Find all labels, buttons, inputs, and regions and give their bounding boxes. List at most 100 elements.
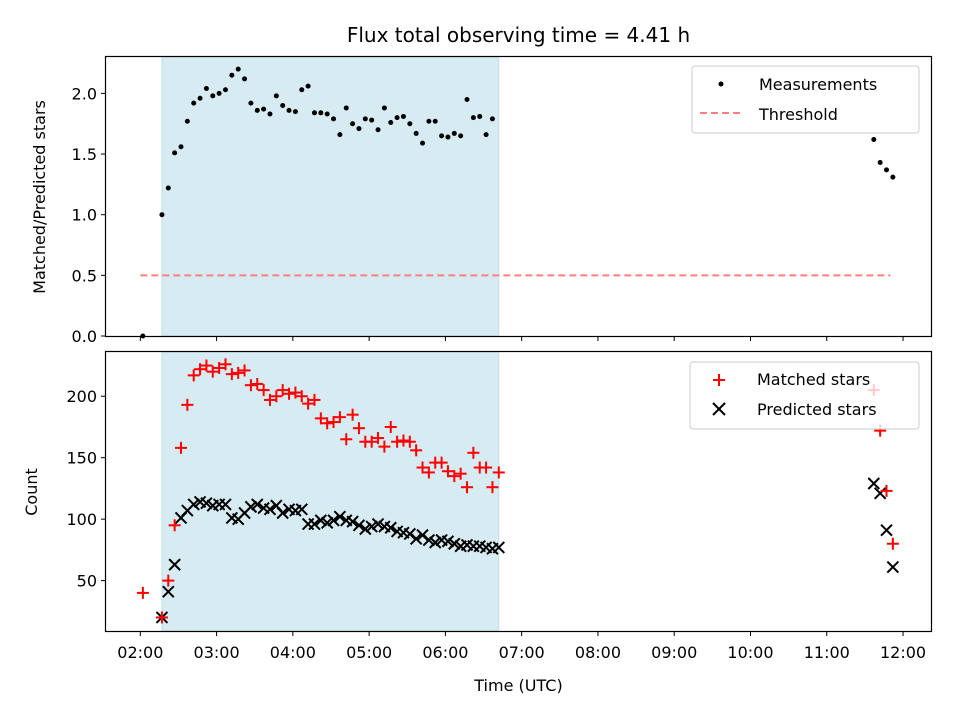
top-y-axis-label: Matched/Predicted stars	[30, 100, 49, 294]
predicted-point	[168, 558, 181, 571]
matched-point	[314, 412, 327, 425]
matched-point	[365, 435, 378, 448]
legend-threshold-label: Threshold	[758, 105, 838, 124]
x-tick-label: 08:00	[575, 643, 621, 662]
measurement-point	[343, 105, 349, 111]
measurement-point	[254, 107, 260, 113]
measurement-point	[884, 167, 890, 173]
measurement-point	[235, 66, 241, 72]
matched-point	[194, 363, 207, 376]
chart-title: Flux total observing time = 4.41 h	[347, 23, 690, 47]
measurement-point	[159, 212, 165, 218]
measurement-point	[483, 132, 489, 138]
measurement-point	[375, 127, 381, 133]
matched-point	[244, 379, 257, 392]
bottom-y-ticks: 50 100 150 200	[66, 387, 106, 591]
measurement-point	[464, 96, 470, 102]
measurement-point	[318, 110, 324, 116]
top-legend: Measurements Threshold	[691, 65, 920, 134]
predicted-point	[441, 535, 455, 548]
predicted-point	[346, 515, 359, 528]
measurement-point	[407, 121, 413, 127]
measurement-point	[267, 111, 273, 117]
measurement-point	[445, 134, 451, 140]
measurement-point	[172, 150, 178, 156]
predicted-point	[162, 585, 175, 598]
measurement-point	[877, 160, 883, 166]
measurement-point	[273, 93, 279, 99]
measurement-point	[400, 113, 406, 119]
matched-point	[295, 390, 308, 403]
measurement-point	[222, 87, 228, 93]
predicted-point	[295, 503, 308, 516]
measurement-point	[184, 118, 190, 124]
matched-point	[454, 467, 467, 480]
bottom-legend: Matched stars Predicted stars	[689, 361, 920, 430]
measurement-point	[489, 116, 495, 122]
predicted-point	[867, 477, 881, 490]
x-tick-label: 02:00	[117, 643, 163, 662]
top-y-tick-label: 1.5	[72, 145, 97, 164]
matched-point	[410, 444, 423, 457]
matched-point	[238, 364, 251, 377]
bottom-axes-frame	[104, 350, 933, 633]
measurement-point	[248, 100, 254, 106]
matched-point	[461, 481, 474, 494]
matched-point	[200, 359, 213, 372]
bottom-y-tick-label: 150	[66, 449, 97, 468]
matched-point	[391, 435, 404, 448]
matched-point	[416, 461, 429, 474]
measurement-point	[337, 132, 343, 138]
matched-point	[492, 466, 505, 479]
matched-point	[480, 461, 493, 474]
legend-measurements-label: Measurements	[759, 75, 877, 94]
legend-matched-label: Matched stars	[757, 370, 870, 389]
matched-point	[232, 366, 245, 379]
predicted-point	[429, 536, 442, 549]
predicted-point	[327, 514, 340, 527]
measurement-point	[331, 116, 337, 122]
bottom-window-span	[161, 351, 500, 632]
top-axes-frame	[104, 55, 933, 338]
x-tick-label: 03:00	[194, 643, 240, 662]
bottom-count-points	[136, 358, 900, 624]
predicted-point	[448, 537, 461, 550]
matched-point	[270, 390, 283, 403]
top-y-tick-label: 2.0	[72, 84, 97, 103]
matched-point	[175, 441, 187, 454]
matched-point	[302, 397, 315, 410]
measurement-point	[286, 107, 292, 113]
predicted-point	[359, 522, 372, 536]
measurement-point	[299, 87, 305, 93]
predicted-point	[352, 519, 366, 532]
measurement-point	[292, 109, 298, 115]
measurement-point	[470, 115, 476, 121]
matched-point	[162, 574, 175, 587]
bottom-y-axis-label: Count	[22, 468, 41, 516]
bottom-y-tick-label: 200	[66, 387, 97, 406]
measurement-point	[191, 100, 197, 106]
top-observing-window	[161, 56, 500, 337]
measurement-point	[477, 113, 483, 119]
predicted-point	[314, 514, 328, 527]
measurement-point	[432, 118, 438, 124]
predicted-point	[409, 532, 423, 546]
matched-point	[422, 466, 435, 479]
matched-point	[289, 386, 302, 399]
matched-point	[168, 519, 181, 532]
matched-point	[384, 420, 397, 433]
measurement-point	[203, 86, 209, 92]
legend-predicted-marker	[712, 402, 726, 416]
measurement-point	[229, 72, 235, 78]
matched-point	[276, 384, 289, 397]
matched-point	[181, 398, 194, 411]
x-tick-label: 05:00	[346, 643, 392, 662]
measurement-point	[216, 90, 222, 96]
matched-point	[283, 387, 296, 400]
x-tick-label: 09:00	[651, 643, 697, 662]
bottom-y-tick-label: 100	[66, 510, 97, 529]
matched-point	[333, 411, 346, 424]
predicted-point	[308, 517, 321, 531]
x-tick-label: 06:00	[422, 643, 468, 662]
predicted-point	[371, 517, 385, 531]
